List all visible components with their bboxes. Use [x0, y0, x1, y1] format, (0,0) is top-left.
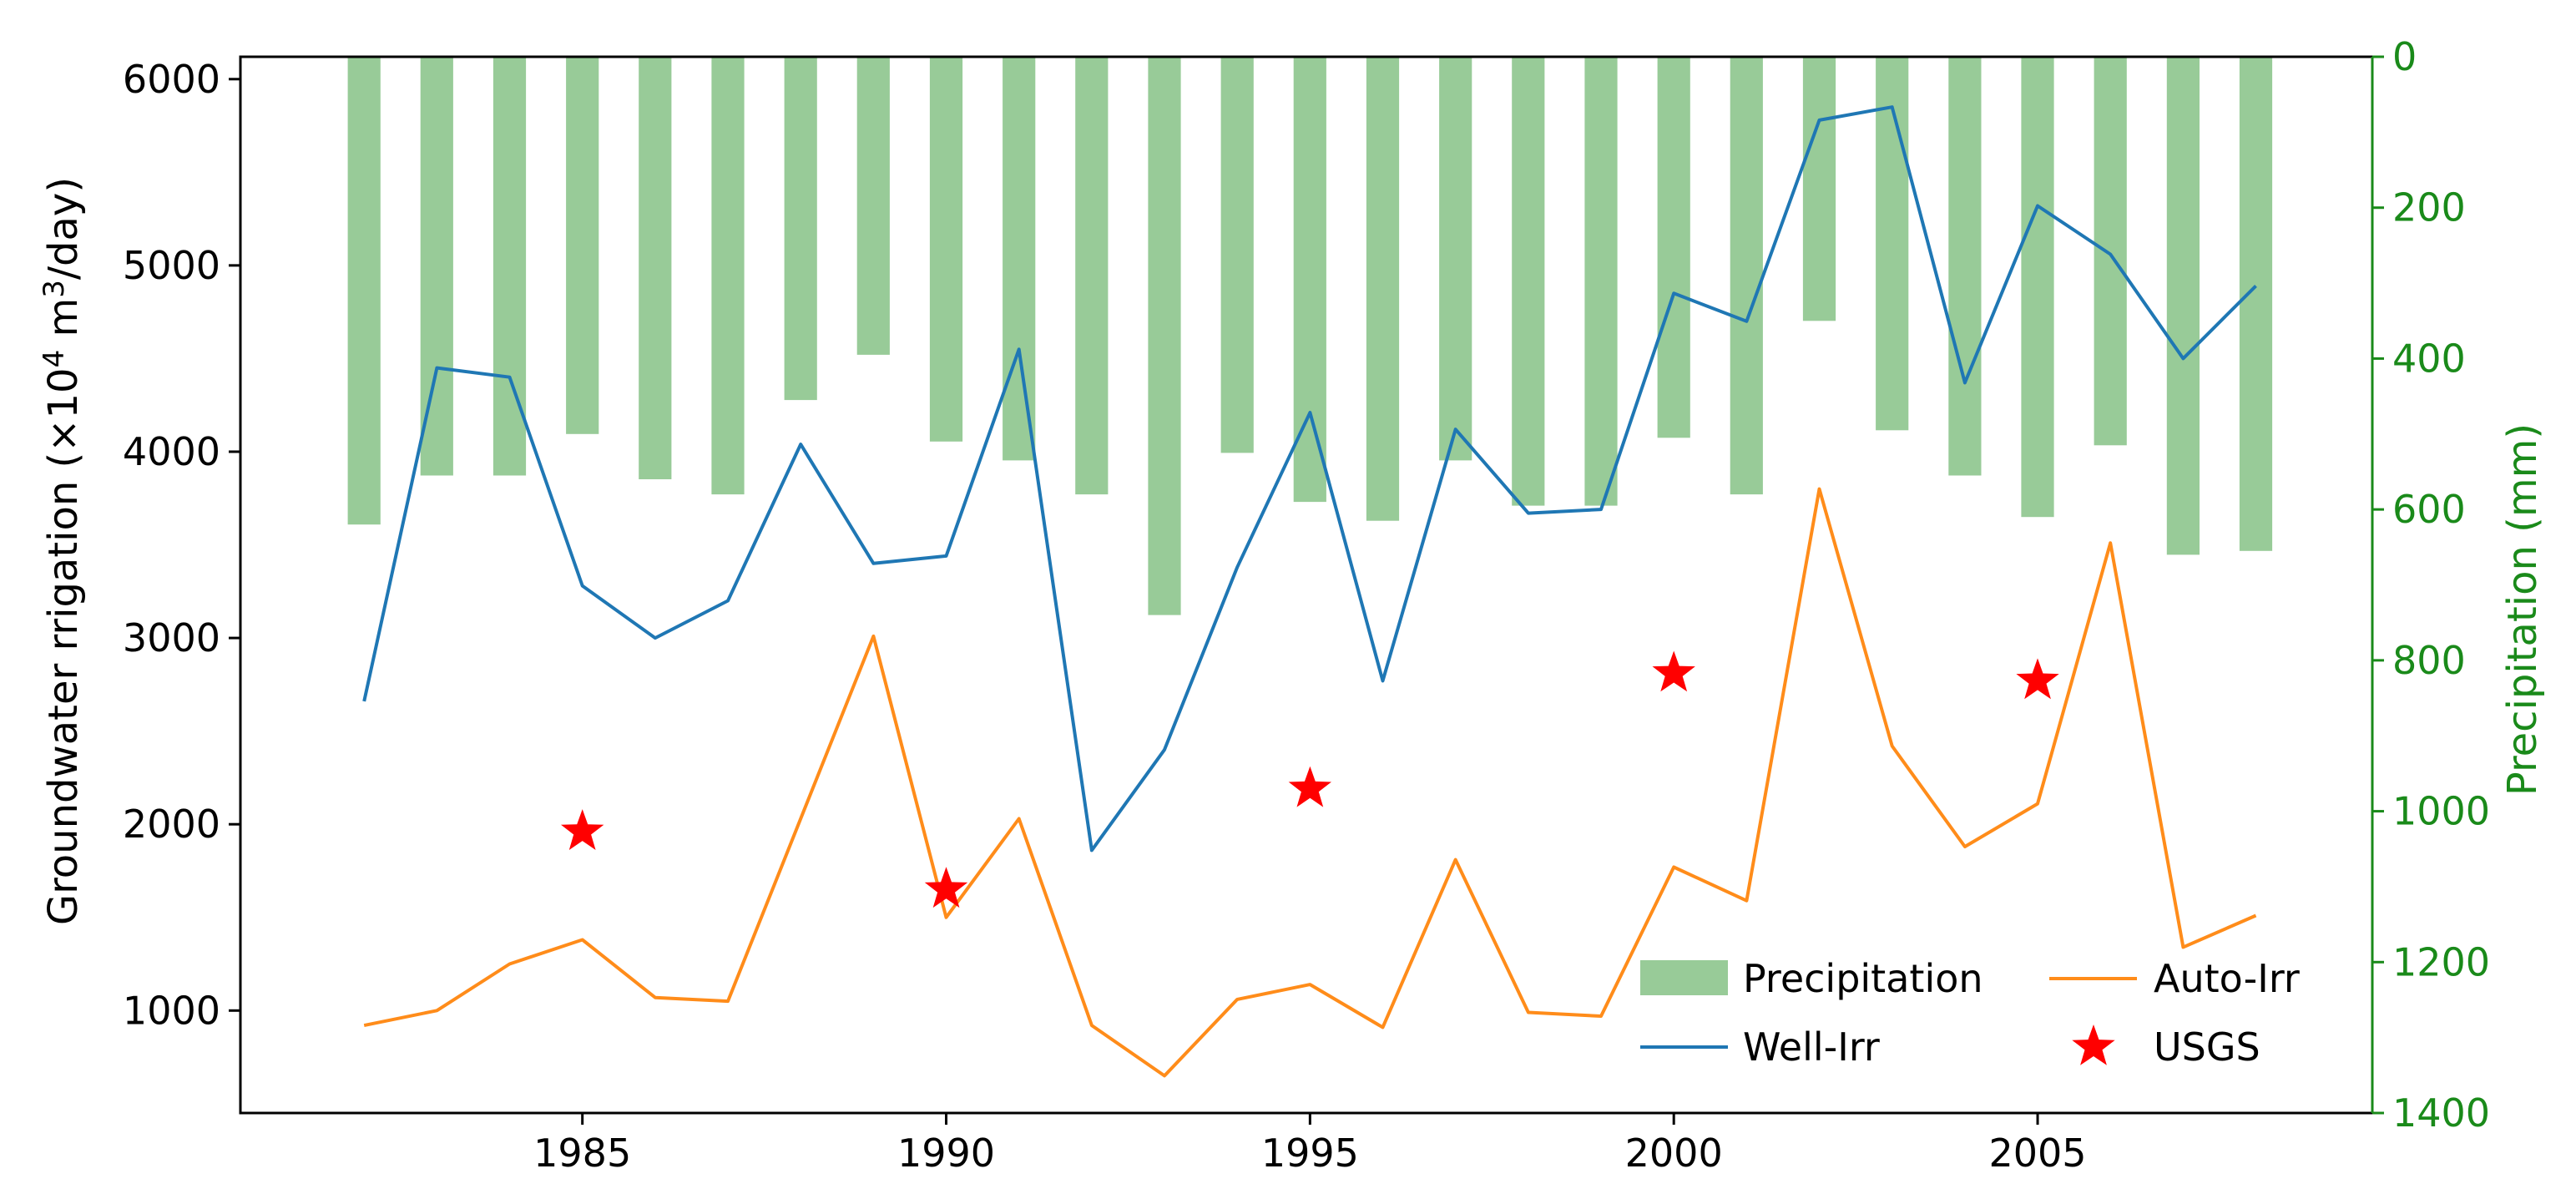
y-right-tick-label-1200: 1200 — [2392, 939, 2490, 984]
y-right-tick-label-600: 600 — [2392, 487, 2466, 532]
precip-bar-2006 — [2094, 57, 2127, 446]
precip-bar-2007 — [2166, 57, 2200, 555]
y-left-tick-label-1000: 1000 — [123, 988, 220, 1033]
precip-bar-1996 — [1366, 57, 1400, 521]
precip-bar-1994 — [1220, 57, 1254, 453]
line-well-irr — [362, 105, 2257, 852]
legend-usgs-star — [2072, 1025, 2115, 1065]
legend-precip-swatch — [1640, 960, 1728, 995]
y-right-tick-label-0: 0 — [2392, 34, 2417, 79]
precip-bar-2000 — [1657, 57, 1690, 438]
x-tick-label-2000: 2000 — [1625, 1131, 1723, 1176]
x-tick-label-1990: 1990 — [897, 1131, 995, 1176]
y-right-tick-label-1400: 1400 — [2392, 1090, 2490, 1136]
y-left-tick-label-4000: 4000 — [123, 429, 220, 474]
precip-bar-2002 — [1802, 57, 1836, 321]
precip-bar-1995 — [1293, 57, 1326, 503]
usgs-point-2005 — [2016, 658, 2059, 700]
precip-bar-1998 — [1512, 57, 1545, 506]
precip-bar-1993 — [1148, 57, 1181, 615]
precip-bar-1990 — [929, 57, 963, 442]
precipitation-bars — [347, 57, 2273, 615]
y-axis-left-title: Groundwater rrigation (×104 m3/day) — [38, 177, 87, 925]
x-tick-label-1985: 1985 — [533, 1131, 631, 1176]
y-right-tick-label-800: 800 — [2392, 638, 2466, 683]
y-left-tick-label-2000: 2000 — [123, 802, 220, 847]
x-axis: 1985 1990 1995 2000 2005 — [533, 1113, 2087, 1176]
y-right-tick-label-400: 400 — [2392, 336, 2466, 381]
precip-bar-1999 — [1584, 57, 1618, 506]
y-left-tick-label-6000: 6000 — [123, 57, 220, 102]
x-tick-label-1995: 1995 — [1261, 1131, 1359, 1176]
y-axis-right: 0 200 400 600 800 1000 1200 1400 — [2371, 34, 2490, 1136]
series-lines — [362, 105, 2257, 1078]
precip-bar-1983 — [420, 57, 453, 476]
usgs-markers — [561, 650, 2059, 908]
y-left-tick-label-5000: 5000 — [123, 243, 220, 288]
legend-label-auto-irr: Auto-Irr — [2154, 956, 2300, 1001]
precip-bar-1985 — [566, 57, 599, 434]
y-right-tick-label-200: 200 — [2392, 185, 2466, 230]
x-tick-label-2005: 2005 — [1988, 1131, 2086, 1176]
usgs-point-2000 — [1652, 650, 1695, 692]
usgs-point-1990 — [924, 867, 968, 908]
precip-bar-1986 — [639, 57, 672, 479]
y-axis-right-title: Precipitation (mm) — [2499, 423, 2546, 796]
usgs-point-1985 — [561, 809, 604, 850]
precip-bar-1997 — [1439, 57, 1472, 461]
y-right-tick-label-1000: 1000 — [2392, 789, 2490, 834]
legend-label-usgs: USGS — [2154, 1025, 2260, 1070]
precip-bar-1989 — [856, 57, 890, 355]
precip-bar-2003 — [1876, 57, 1909, 431]
precip-bar-1992 — [1075, 57, 1109, 495]
line-auto-irr — [363, 487, 2257, 1078]
usgs-point-1995 — [1288, 766, 1331, 807]
precip-bar-1988 — [784, 57, 817, 401]
legend-usgs-swatch — [2072, 1025, 2115, 1065]
precip-bar-1991 — [1003, 57, 1036, 461]
precip-bar-1987 — [711, 57, 745, 495]
precip-bar-2004 — [1948, 57, 1982, 476]
legend: Precipitation Auto-Irr Well-Irr USGS — [1640, 956, 2300, 1070]
precip-bar-1982 — [347, 57, 381, 525]
legend-label-precipitation: Precipitation — [1743, 956, 1983, 1001]
precip-bar-2008 — [2239, 57, 2273, 551]
y-left-tick-label-3000: 3000 — [123, 615, 220, 660]
precip-bar-2001 — [1730, 57, 1763, 495]
y-axis-left: 1000 2000 3000 4000 5000 6000 — [123, 57, 240, 1033]
legend-label-well-irr: Well-Irr — [1743, 1025, 1880, 1070]
precip-bar-2005 — [2021, 57, 2054, 518]
